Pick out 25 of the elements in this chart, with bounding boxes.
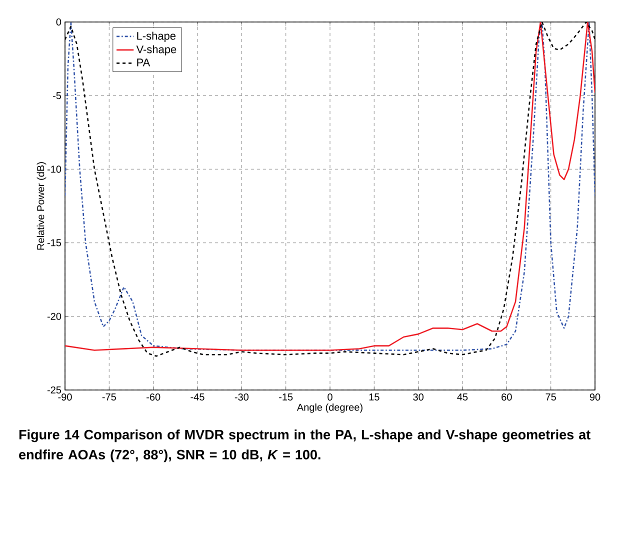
y-axis-title: Relative Power (dB) — [36, 162, 46, 250]
legend-label: V-shape — [136, 45, 176, 56]
x-tick-label: -75 — [102, 394, 116, 400]
legend-label: L-shape — [137, 32, 176, 42]
y-tick-label: 0 — [56, 18, 62, 26]
x-tick-label: 60 — [502, 394, 512, 401]
x-tick-label: 90 — [590, 394, 600, 401]
x-tick-label: -60 — [146, 394, 160, 401]
x-tick-label: -45 — [190, 394, 204, 400]
y-tick-label: -5 — [53, 92, 62, 100]
y-tick-label: -20 — [47, 312, 62, 320]
y-tick-label: -25 — [47, 386, 62, 394]
x-tick-label: -90 — [58, 394, 72, 401]
x-tick-label: -15 — [279, 394, 293, 400]
x-tick-label: 75 — [546, 394, 556, 400]
y-tick-label: -15 — [47, 239, 62, 246]
x-tick-label: 0 — [328, 394, 332, 401]
legend-label: PA — [137, 58, 150, 66]
y-tick-label: -10 — [47, 166, 62, 173]
x-tick-label: 15 — [369, 394, 380, 400]
x-tick-label: 45 — [457, 394, 468, 400]
x-tick-label: -30 — [234, 394, 249, 401]
caption: Figure 14 Comparison of MVDR spectrum in the PA, L-shape and V-shape geometries at endfire AOAs (72°, 88°), SNR = 10 dB, K = 100. — [19, 430, 590, 462]
x-tick-label: 30 — [413, 394, 424, 401]
x-axis-title: Angle (degree) — [296, 403, 362, 413]
